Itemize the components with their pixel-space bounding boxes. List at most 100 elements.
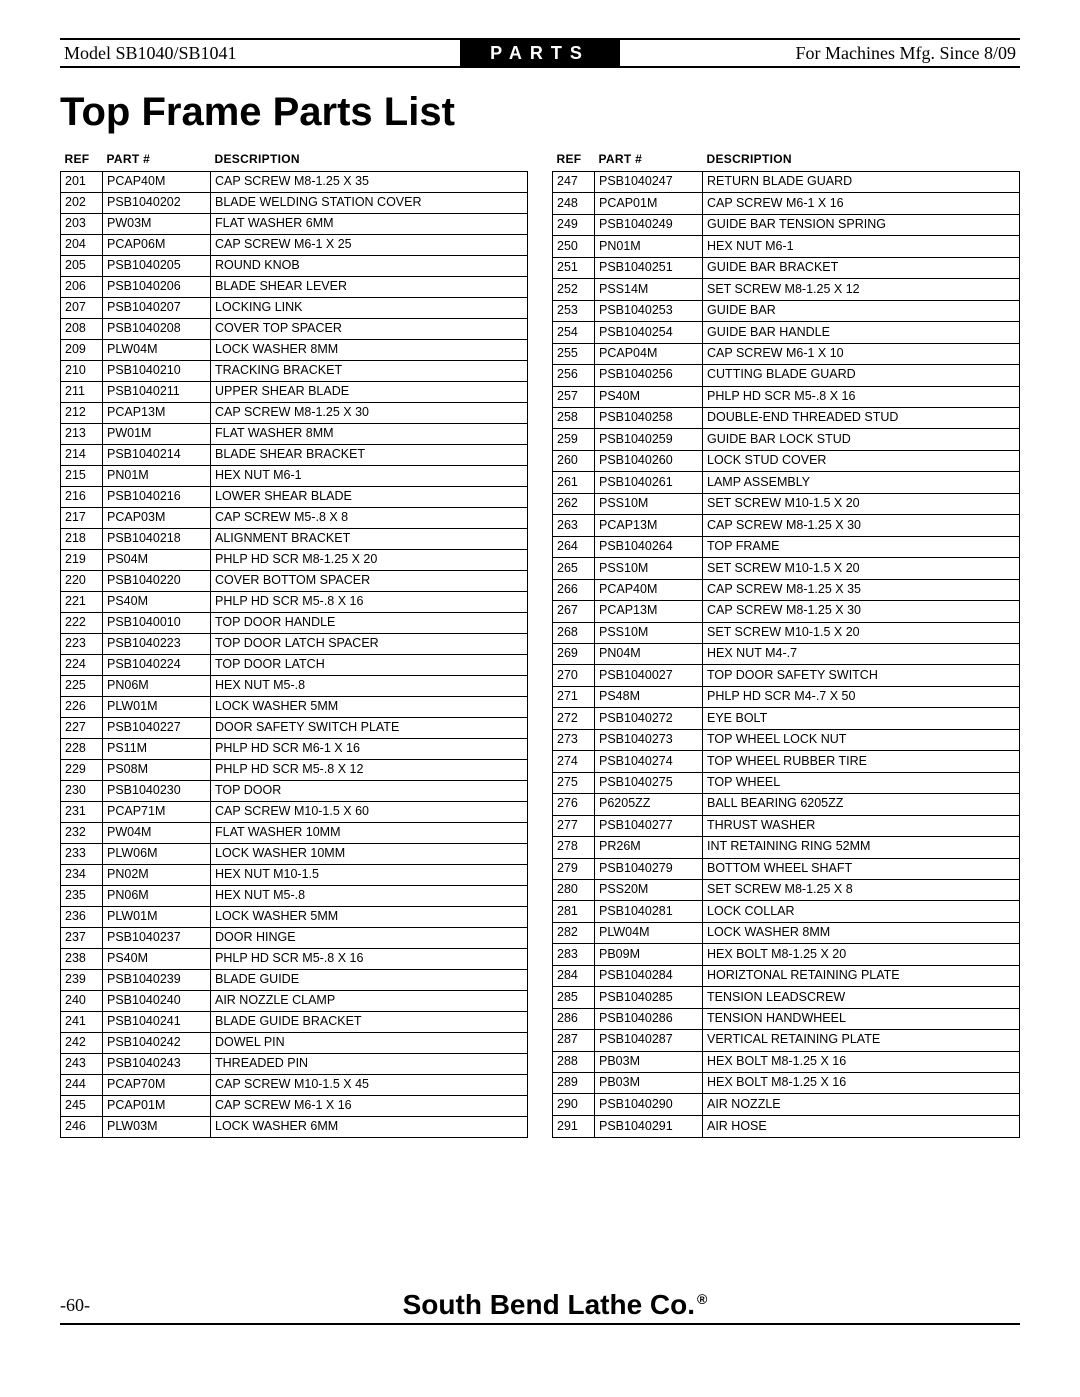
- table-cell: BLADE WELDING STATION COVER: [211, 193, 528, 214]
- table-cell: 263: [553, 515, 595, 536]
- table-cell: 223: [61, 634, 103, 655]
- table-cell: PSS20M: [595, 879, 703, 900]
- table-cell: 230: [61, 781, 103, 802]
- table-cell: 215: [61, 466, 103, 487]
- table-cell: P6205ZZ: [595, 794, 703, 815]
- table-row: 276P6205ZZBALL BEARING 6205ZZ: [553, 794, 1020, 815]
- table-row: 203PW03MFLAT WASHER 6MM: [61, 214, 528, 235]
- table-cell: HEX NUT M6-1: [211, 466, 528, 487]
- table-row: 258PSB1040258DOUBLE-END THREADED STUD: [553, 407, 1020, 428]
- table-row: 216PSB1040216LOWER SHEAR BLADE: [61, 487, 528, 508]
- table-row: 265PSS10MSET SCREW M10-1.5 X 20: [553, 558, 1020, 579]
- table-cell: AIR NOZZLE CLAMP: [211, 991, 528, 1012]
- table-cell: PSB1040275: [595, 772, 703, 793]
- table-row: 271PS48MPHLP HD SCR M4-.7 X 50: [553, 686, 1020, 707]
- table-cell: PLW03M: [103, 1117, 211, 1138]
- table-cell: PHLP HD SCR M4-.7 X 50: [703, 686, 1020, 707]
- table-row: 234PN02MHEX NUT M10-1.5: [61, 865, 528, 886]
- table-cell: PSB1040260: [595, 450, 703, 471]
- table-cell: CAP SCREW M6-1 X 25: [211, 235, 528, 256]
- table-cell: 253: [553, 300, 595, 321]
- table-row: 256PSB1040256CUTTING BLADE GUARD: [553, 365, 1020, 386]
- table-cell: BLADE GUIDE: [211, 970, 528, 991]
- table-cell: 217: [61, 508, 103, 529]
- table-cell: 266: [553, 579, 595, 600]
- table-cell: 281: [553, 901, 595, 922]
- table-cell: DOOR SAFETY SWITCH PLATE: [211, 718, 528, 739]
- table-row: 275PSB1040275TOP WHEEL: [553, 772, 1020, 793]
- table-cell: BOTTOM WHEEL SHAFT: [703, 858, 1020, 879]
- table-cell: 221: [61, 592, 103, 613]
- table-row: 218PSB1040218ALIGNMENT BRACKET: [61, 529, 528, 550]
- table-cell: PSB1040254: [595, 322, 703, 343]
- table-cell: PCAP01M: [595, 193, 703, 214]
- table-cell: 255: [553, 343, 595, 364]
- table-cell: PSB1040273: [595, 729, 703, 750]
- table-cell: PHLP HD SCR M5-.8 X 16: [211, 592, 528, 613]
- table-row: 288PB03MHEX BOLT M8-1.25 X 16: [553, 1051, 1020, 1072]
- table-cell: PSB1040211: [103, 382, 211, 403]
- table-cell: BLADE SHEAR BRACKET: [211, 445, 528, 466]
- table-cell: PSS10M: [595, 622, 703, 643]
- table-cell: SET SCREW M10-1.5 X 20: [703, 558, 1020, 579]
- table-row: 243PSB1040243THREADED PIN: [61, 1054, 528, 1075]
- table-cell: PB03M: [595, 1051, 703, 1072]
- table-row: 233PLW06MLOCK WASHER 10MM: [61, 844, 528, 865]
- table-cell: 257: [553, 386, 595, 407]
- table-cell: PCAP13M: [595, 515, 703, 536]
- table-cell: 210: [61, 361, 103, 382]
- table-cell: PSB1040216: [103, 487, 211, 508]
- table-cell: SET SCREW M10-1.5 X 20: [703, 493, 1020, 514]
- table-cell: TOP DOOR: [211, 781, 528, 802]
- table-row: 244PCAP70MCAP SCREW M10-1.5 X 45: [61, 1075, 528, 1096]
- table-row: 269PN04MHEX NUT M4-.7: [553, 643, 1020, 664]
- table-cell: BLADE GUIDE BRACKET: [211, 1012, 528, 1033]
- table-row: 246PLW03MLOCK WASHER 6MM: [61, 1117, 528, 1138]
- table-cell: PSB1040272: [595, 708, 703, 729]
- table-cell: PN02M: [103, 865, 211, 886]
- table-cell: LOCK STUD COVER: [703, 450, 1020, 471]
- table-cell: HEX BOLT M8-1.25 X 16: [703, 1073, 1020, 1094]
- table-cell: PS08M: [103, 760, 211, 781]
- table-cell: PSB1040218: [103, 529, 211, 550]
- table-cell: 219: [61, 550, 103, 571]
- table-row: 232PW04MFLAT WASHER 10MM: [61, 823, 528, 844]
- header-bar: Model SB1040/SB1041 PARTS For Machines M…: [60, 38, 1020, 68]
- table-cell: HEX BOLT M8-1.25 X 16: [703, 1051, 1020, 1072]
- table-cell: PHLP HD SCR M5-.8 X 16: [211, 949, 528, 970]
- table-cell: PN04M: [595, 643, 703, 664]
- table-cell: COVER TOP SPACER: [211, 319, 528, 340]
- table-cell: CAP SCREW M6-1 X 16: [211, 1096, 528, 1117]
- table-cell: PSB1040277: [595, 815, 703, 836]
- col-desc: DESCRIPTION: [211, 149, 528, 172]
- table-cell: PW01M: [103, 424, 211, 445]
- table-cell: FLAT WASHER 10MM: [211, 823, 528, 844]
- header-section: PARTS: [460, 40, 620, 66]
- table-row: 259PSB1040259GUIDE BAR LOCK STUD: [553, 429, 1020, 450]
- table-cell: 225: [61, 676, 103, 697]
- table-cell: 244: [61, 1075, 103, 1096]
- col-part: PART #: [103, 149, 211, 172]
- table-row: 270PSB1040027TOP DOOR SAFETY SWITCH: [553, 665, 1020, 686]
- table-row: 213PW01MFLAT WASHER 8MM: [61, 424, 528, 445]
- table-cell: PSB1040208: [103, 319, 211, 340]
- table-cell: PSB1040291: [595, 1115, 703, 1137]
- table-row: 290PSB1040290AIR NOZZLE: [553, 1094, 1020, 1115]
- table-row: 217PCAP03MCAP SCREW M5-.8 X 8: [61, 508, 528, 529]
- table-cell: BLADE SHEAR LEVER: [211, 277, 528, 298]
- table-cell: BALL BEARING 6205ZZ: [703, 794, 1020, 815]
- table-cell: PSB1040290: [595, 1094, 703, 1115]
- table-row: 214PSB1040214BLADE SHEAR BRACKET: [61, 445, 528, 466]
- table-cell: PSB1040010: [103, 613, 211, 634]
- table-cell: 226: [61, 697, 103, 718]
- table-cell: 240: [61, 991, 103, 1012]
- table-cell: PSB1040281: [595, 901, 703, 922]
- table-cell: LOCK WASHER 8MM: [703, 922, 1020, 943]
- table-cell: COVER BOTTOM SPACER: [211, 571, 528, 592]
- table-cell: 262: [553, 493, 595, 514]
- table-cell: PSS10M: [595, 558, 703, 579]
- col-desc: DESCRIPTION: [703, 149, 1020, 172]
- table-cell: PCAP40M: [595, 579, 703, 600]
- table-cell: PSB1040279: [595, 858, 703, 879]
- table-cell: PCAP13M: [103, 403, 211, 424]
